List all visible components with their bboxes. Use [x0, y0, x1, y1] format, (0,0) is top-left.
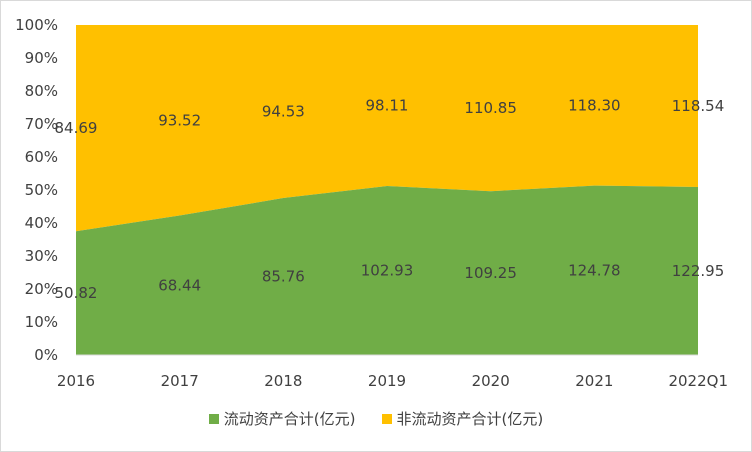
data-label-noncurrent-assets: 118.54 [672, 97, 725, 115]
data-label-noncurrent-assets: 118.30 [568, 96, 621, 114]
data-label-current-assets: 124.78 [568, 261, 621, 279]
x-tick-label: 2021 [575, 372, 613, 390]
data-label-noncurrent-assets: 84.69 [55, 119, 98, 137]
x-tick-label: 2020 [472, 372, 510, 390]
y-tick-label: 60% [25, 148, 58, 166]
y-tick-label: 0% [34, 346, 58, 364]
area-current-assets [76, 185, 698, 355]
x-tick-label: 2016 [57, 372, 95, 390]
x-tick-label: 2017 [161, 372, 199, 390]
data-label-noncurrent-assets: 98.11 [366, 97, 409, 115]
data-label-current-assets: 102.93 [361, 262, 414, 280]
legend-label-noncurrent-assets: 非流动资产合计(亿元) [396, 410, 544, 428]
y-axis: 0% 10% 20% 30% 40% 50% 60% 70% 80% 90% 100% [15, 16, 58, 364]
y-tick-label: 70% [25, 115, 58, 133]
y-tick-label: 20% [25, 280, 58, 298]
data-label-noncurrent-assets: 110.85 [464, 99, 517, 117]
data-label-current-assets: 122.95 [672, 262, 725, 280]
data-label-noncurrent-assets: 94.53 [262, 103, 305, 121]
area-layer [76, 25, 698, 355]
y-tick-label: 100% [15, 16, 58, 34]
y-tick-label: 50% [25, 181, 58, 199]
legend-swatch-noncurrent-assets [381, 413, 392, 424]
data-label-current-assets: 85.76 [262, 268, 305, 286]
x-tick-label: 2019 [368, 372, 406, 390]
y-tick-label: 30% [25, 247, 58, 265]
data-label-current-assets: 109.25 [464, 264, 517, 282]
y-tick-label: 80% [25, 82, 58, 100]
y-tick-label: 90% [25, 49, 58, 67]
legend-item-current-assets: 流动资产合计(亿元) [208, 408, 356, 429]
x-tick-label: 2022Q1 [668, 372, 728, 390]
x-tick-label: 2018 [264, 372, 302, 390]
data-labels: 50.82 84.69 68.44 93.52 85.76 94.53 102.93 98.1… [55, 96, 725, 302]
data-label-noncurrent-assets: 93.52 [158, 111, 201, 129]
area-noncurrent-assets [76, 25, 698, 232]
y-tick-label: 40% [25, 214, 58, 232]
legend: 流动资产合计(亿元) 非流动资产合计(亿元) [1, 408, 751, 429]
data-label-current-assets: 50.82 [55, 284, 98, 302]
legend-item-noncurrent-assets: 非流动资产合计(亿元) [381, 408, 544, 429]
legend-label-current-assets: 流动资产合计(亿元) [223, 410, 356, 428]
data-label-current-assets: 68.44 [158, 276, 201, 294]
x-axis: 2016 2017 2018 2019 2020 2021 2022Q1 [57, 354, 728, 390]
y-tick-label: 10% [25, 313, 58, 331]
legend-swatch-current-assets [208, 413, 219, 424]
